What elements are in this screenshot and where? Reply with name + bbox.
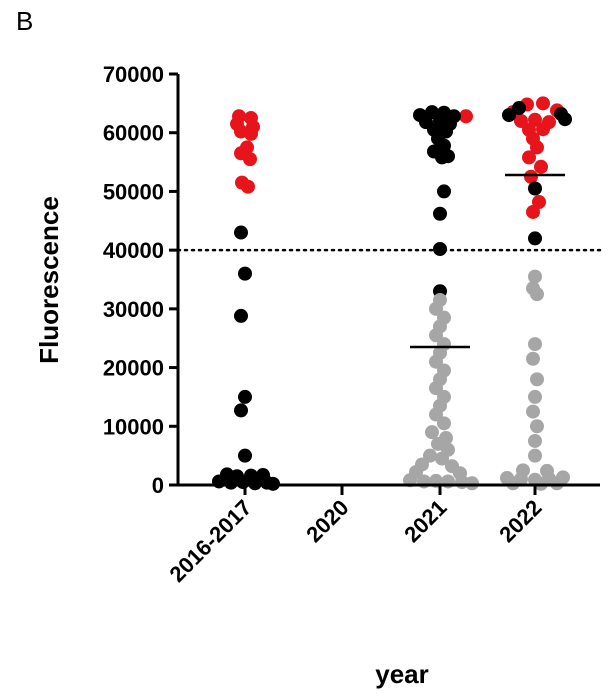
data-point-gray — [528, 448, 542, 463]
data-point-black — [234, 308, 248, 323]
data-point-red — [534, 159, 548, 174]
data-point-gray — [550, 476, 564, 491]
x-tick-label: 2020 — [301, 495, 353, 547]
data-point-gray — [465, 476, 479, 491]
panel-label: B — [16, 6, 33, 36]
data-point-black — [558, 112, 572, 127]
data-point-black — [236, 475, 250, 490]
data-point-black — [238, 266, 252, 281]
data-point-black — [437, 184, 451, 199]
data-point-black — [441, 149, 455, 164]
data-point-red — [243, 152, 257, 167]
y-tick-label: 70000 — [103, 62, 164, 87]
y-tick-label: 60000 — [103, 121, 164, 146]
data-point-black — [238, 389, 252, 404]
points-layer — [212, 96, 572, 491]
data-point-gray — [530, 419, 544, 434]
data-point-black — [234, 225, 248, 240]
data-point-black — [528, 231, 542, 246]
data-point-black — [433, 241, 447, 256]
data-point-red — [522, 150, 536, 165]
data-point-gray — [528, 433, 542, 448]
data-point-gray — [528, 269, 542, 284]
data-point-black — [234, 403, 248, 418]
data-point-gray — [526, 404, 540, 419]
data-point-red — [530, 140, 544, 155]
data-point-gray — [435, 451, 449, 466]
x-tick-label: 2016-2017 — [164, 495, 256, 587]
data-point-gray — [528, 337, 542, 352]
y-axis-title: Fluorescence — [34, 196, 64, 364]
data-point-red — [241, 179, 255, 194]
data-point-gray — [506, 476, 520, 491]
x-tick-label: 2022 — [494, 495, 546, 547]
data-point-black — [433, 206, 447, 221]
data-point-red — [524, 169, 538, 184]
data-point-red — [536, 96, 550, 111]
x-tick-label: 2021 — [399, 495, 451, 547]
y-tick-label: 0 — [152, 473, 164, 498]
data-point-gray — [530, 287, 544, 302]
median-layer — [410, 173, 565, 349]
axes-layer: 0 10000 20000 30000 40000 50000 60000 70000 2016… — [103, 62, 600, 587]
data-point-gray — [530, 372, 544, 387]
y-tick-label: 20000 — [103, 356, 164, 381]
data-point-gray — [526, 351, 540, 366]
data-point-red — [536, 122, 550, 137]
y-tick-label: 30000 — [103, 297, 164, 322]
data-point-red — [459, 109, 473, 124]
y-tick-label: 40000 — [103, 238, 164, 263]
data-point-red — [526, 204, 540, 219]
data-point-black — [238, 448, 252, 463]
x-axis-title: year — [375, 659, 429, 689]
data-point-black — [224, 475, 238, 490]
y-tick-label: 50000 — [103, 179, 164, 204]
data-point-black — [248, 476, 262, 491]
data-point-gray — [437, 416, 451, 431]
y-tick-label: 10000 — [103, 414, 164, 439]
data-point-black — [502, 108, 516, 123]
data-point-gray — [425, 425, 439, 440]
data-point-red — [244, 126, 258, 141]
data-point-gray — [528, 389, 542, 404]
data-point-black — [512, 101, 526, 116]
data-point-black — [528, 181, 542, 196]
